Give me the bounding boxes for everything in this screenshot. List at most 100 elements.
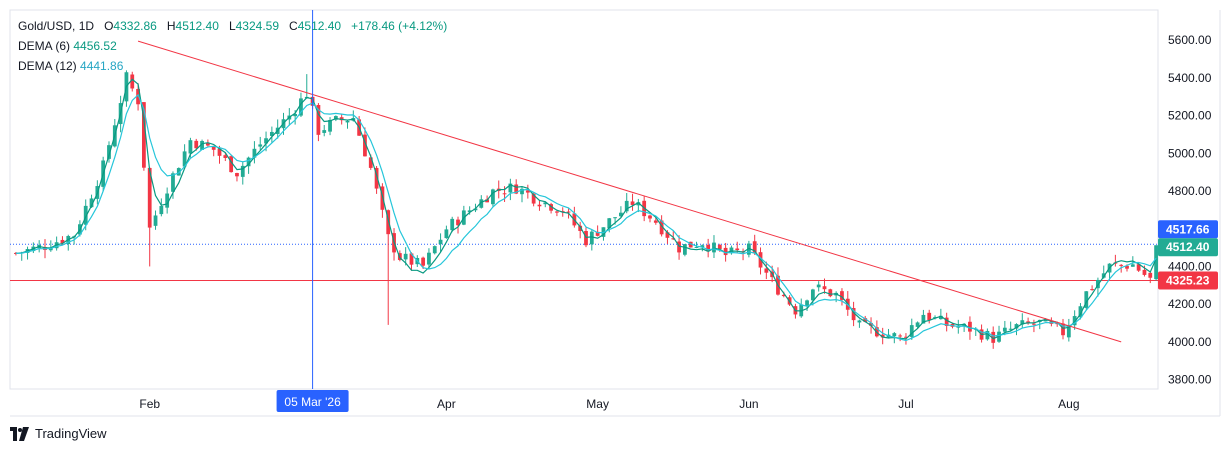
candle-body bbox=[1136, 264, 1141, 271]
crosshair-date-label: 05 Mar '26 bbox=[284, 395, 341, 409]
dema12-row[interactable]: DEMA (12) 4441.86 bbox=[18, 56, 447, 76]
candle-body bbox=[1148, 272, 1153, 278]
candle-body bbox=[694, 246, 699, 248]
candle-body bbox=[938, 315, 943, 320]
price-tick-label: 5200.00 bbox=[1168, 109, 1212, 123]
change-value: +178.46 (+4.12%) bbox=[351, 19, 448, 33]
candle-body bbox=[205, 142, 210, 146]
candle-body bbox=[374, 167, 379, 189]
candle-body bbox=[171, 173, 175, 192]
candle-body bbox=[688, 241, 693, 248]
symbol-name[interactable]: Gold/USD bbox=[18, 19, 73, 33]
candle bbox=[898, 333, 903, 342]
candle-body bbox=[531, 193, 536, 204]
candle-body bbox=[566, 211, 571, 213]
candle-body bbox=[1101, 273, 1106, 278]
candle bbox=[1072, 310, 1077, 330]
candle-body bbox=[723, 247, 728, 256]
candle-body bbox=[665, 232, 670, 238]
candle bbox=[688, 241, 693, 248]
candle-body bbox=[810, 289, 815, 301]
candle-body bbox=[944, 317, 949, 326]
candle-body bbox=[624, 200, 629, 212]
price-tick-label: 3800.00 bbox=[1168, 373, 1212, 387]
time-tick-label: Feb bbox=[139, 397, 160, 411]
candle-body bbox=[473, 208, 478, 211]
candle-body bbox=[229, 156, 234, 173]
candle-body bbox=[450, 218, 455, 231]
candle bbox=[107, 141, 111, 163]
candle-body bbox=[904, 336, 908, 338]
open-value: 4332.86 bbox=[113, 19, 157, 33]
candle-body bbox=[700, 245, 705, 248]
candle bbox=[595, 225, 600, 237]
candle bbox=[1078, 303, 1083, 320]
candle-body bbox=[956, 326, 961, 328]
candle bbox=[927, 309, 932, 324]
dema12-line bbox=[15, 93, 1157, 342]
candle-body bbox=[194, 140, 199, 149]
tradingview-logo-icon bbox=[10, 426, 29, 441]
tradingview-name: TradingView bbox=[35, 426, 107, 441]
candle-body bbox=[805, 300, 809, 306]
candle-body bbox=[851, 307, 856, 321]
chart-legend: Gold/USD, 1D O4332.86 H4512.40 L4324.59 … bbox=[18, 16, 447, 76]
dema6-row[interactable]: DEMA (6) 4456.52 bbox=[18, 36, 447, 56]
candle bbox=[671, 231, 676, 241]
crosshair: 05 Mar '26 bbox=[276, 10, 349, 412]
candle-body bbox=[200, 140, 204, 150]
candle-body bbox=[915, 322, 920, 327]
candle-body bbox=[153, 215, 158, 226]
candle bbox=[683, 243, 687, 257]
candle-body bbox=[182, 151, 187, 167]
candle-body bbox=[83, 205, 88, 225]
candle-body bbox=[223, 155, 228, 158]
candle-body bbox=[1008, 328, 1013, 330]
candle bbox=[729, 245, 734, 255]
candle-body bbox=[1119, 264, 1124, 266]
candle-body bbox=[485, 199, 489, 203]
time-tick-label: May bbox=[586, 397, 609, 411]
candle-body bbox=[269, 131, 274, 136]
candle-body bbox=[863, 318, 868, 322]
candle-body bbox=[1154, 245, 1158, 280]
candle-body bbox=[293, 113, 298, 117]
price-axis[interactable]: 3800.00 4000.00 4200.00 4400.00 4800.00 5000.… bbox=[1158, 33, 1218, 387]
candle-body bbox=[1142, 269, 1147, 275]
candle-body bbox=[1090, 289, 1094, 291]
candle bbox=[136, 83, 140, 111]
candle-body bbox=[613, 217, 617, 219]
candle-body bbox=[636, 202, 641, 206]
price-label: 4325.23 bbox=[1166, 274, 1210, 288]
candle-body bbox=[1043, 319, 1048, 322]
candle-body bbox=[403, 253, 408, 260]
trendline[interactable] bbox=[137, 40, 1122, 343]
candle-body bbox=[921, 314, 926, 324]
candle-body bbox=[1078, 306, 1083, 318]
candle-body bbox=[165, 193, 170, 208]
candle bbox=[269, 126, 274, 143]
candle bbox=[374, 165, 379, 194]
candle-body bbox=[764, 268, 769, 273]
candle-body bbox=[444, 229, 449, 239]
candle-body bbox=[60, 239, 65, 244]
price-tick-label: 4800.00 bbox=[1168, 184, 1212, 198]
candle bbox=[153, 210, 158, 230]
tradingview-branding[interactable]: TradingView bbox=[10, 426, 107, 441]
candle bbox=[1061, 318, 1065, 340]
candle-body bbox=[729, 247, 734, 254]
candle-body bbox=[968, 321, 972, 332]
interval[interactable]: 1D bbox=[78, 19, 95, 33]
candle bbox=[543, 201, 548, 208]
candle-body bbox=[857, 320, 862, 323]
dema6-line bbox=[15, 78, 1157, 340]
candle-body bbox=[1014, 324, 1019, 329]
candle bbox=[171, 171, 175, 199]
candle-body bbox=[816, 284, 821, 288]
dema12-label: DEMA (12) bbox=[18, 59, 77, 73]
time-tick-label: Jun bbox=[739, 397, 758, 411]
candle bbox=[345, 120, 350, 129]
time-axis[interactable]: Feb Apr May Jun Jul Aug bbox=[139, 397, 1079, 411]
